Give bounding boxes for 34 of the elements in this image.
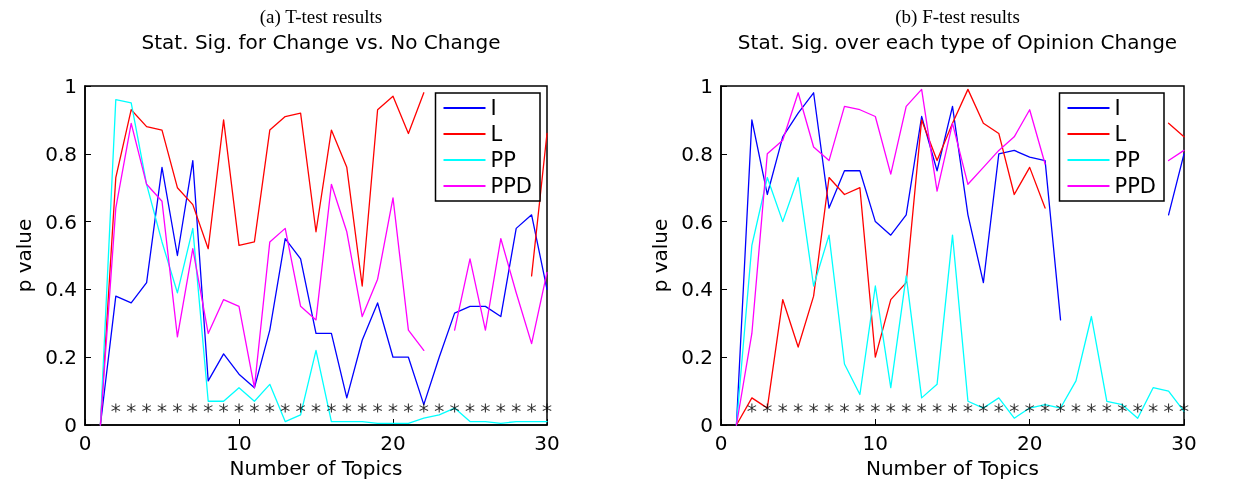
y-axis-title: p value bbox=[12, 218, 37, 293]
y-axis-title: p value bbox=[648, 218, 673, 293]
chart-title: (a) T-test results bbox=[259, 6, 383, 28]
x-tick-label: 10 bbox=[226, 431, 252, 455]
chart-subtitle: Stat. Sig. for Change vs. No Change bbox=[141, 30, 501, 54]
x-tick-label: 10 bbox=[862, 431, 889, 455]
y-tick-label: 0 bbox=[700, 413, 713, 437]
y-tick-label: 0.2 bbox=[45, 345, 77, 370]
y-tick-label: 1 bbox=[64, 74, 77, 98]
legend-label: PPD bbox=[1114, 174, 1156, 198]
x-axis-title: Number of Topics bbox=[229, 455, 403, 480]
legend-label: L bbox=[1114, 122, 1127, 146]
y-tick-label: 0.6 bbox=[681, 209, 713, 234]
x-axis-title: Number of Topics bbox=[865, 455, 1040, 480]
legend-label: L bbox=[490, 122, 503, 146]
x-tick-label: 30 bbox=[534, 431, 560, 455]
y-tick-label: 0 bbox=[64, 413, 77, 437]
y-tick-label: 0.6 bbox=[45, 209, 77, 234]
y-tick-label: 1 bbox=[700, 74, 713, 98]
y-tick-label: 0.4 bbox=[681, 277, 713, 302]
legend-label: PP bbox=[1114, 148, 1140, 172]
legend-label: I bbox=[490, 96, 497, 120]
legend-label: I bbox=[1114, 96, 1121, 120]
y-tick-label: 0.8 bbox=[681, 141, 713, 166]
x-tick-label: 20 bbox=[1016, 431, 1043, 455]
chart-subtitle: Stat. Sig. over each type of Opinion Change bbox=[737, 30, 1178, 54]
legend-label: PP bbox=[490, 148, 516, 172]
y-tick-label: 0.8 bbox=[45, 141, 77, 166]
legend-label: PPD bbox=[490, 174, 532, 198]
chart-title: (b) F-test results bbox=[895, 6, 1020, 28]
y-tick-label: 0.4 bbox=[45, 277, 77, 302]
x-tick-label: 30 bbox=[1171, 431, 1197, 455]
x-tick-label: 20 bbox=[380, 431, 406, 455]
y-tick-label: 0.2 bbox=[681, 345, 713, 370]
